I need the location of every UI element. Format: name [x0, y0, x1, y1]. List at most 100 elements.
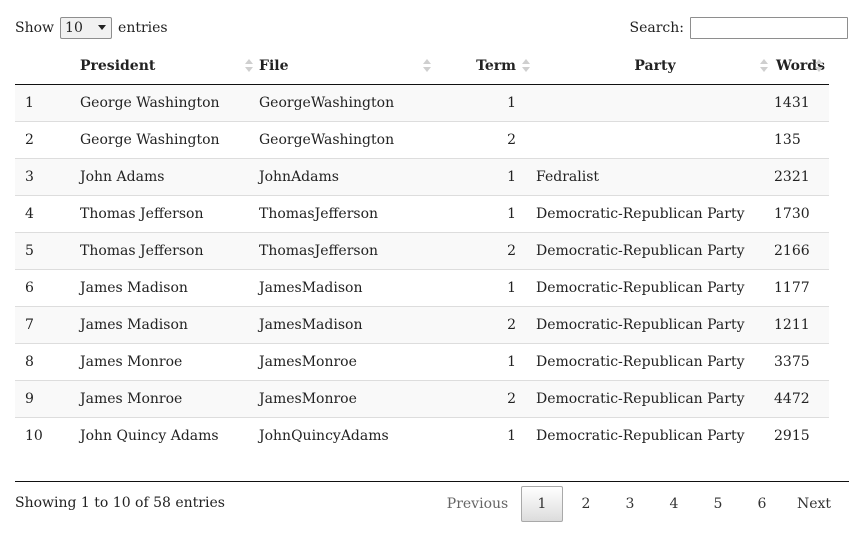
- cell-president: John Adams: [80, 158, 259, 196]
- cell-file: ThomasJefferson: [259, 232, 437, 270]
- cell-term: 1: [437, 158, 536, 196]
- cell-president: Thomas Jefferson: [80, 232, 259, 270]
- page-button-5[interactable]: 5: [713, 496, 723, 512]
- page-button-4[interactable]: 4: [669, 496, 679, 512]
- table-row: 8 James Monroe JamesMonroe 1 Democratic-…: [15, 343, 829, 381]
- column-header-party[interactable]: Party: [536, 48, 774, 85]
- cell-words: 3375: [774, 343, 829, 381]
- cell-term: 1: [507, 95, 516, 111]
- previous-page-button[interactable]: Previous: [446, 496, 509, 512]
- column-header-label: Term: [476, 58, 516, 74]
- data-table: President File Term Party Words: [15, 48, 829, 455]
- page-button-3[interactable]: 3: [625, 496, 635, 512]
- cell-file: JamesMadison: [259, 269, 437, 307]
- column-header-file[interactable]: File: [259, 48, 437, 85]
- search-input[interactable]: [690, 17, 848, 39]
- entries-label: entries: [118, 20, 168, 36]
- header-row: President File Term Party Words: [15, 48, 829, 85]
- cell-term: 1: [437, 417, 536, 455]
- chevron-down-icon: [98, 25, 107, 30]
- cell-party: Democratic-Republican Party: [536, 269, 774, 307]
- cell-term: 2: [437, 380, 536, 418]
- cell-party: Democratic-Republican Party: [536, 306, 774, 344]
- search-control: Search:: [629, 17, 848, 39]
- sort-both-icon: [522, 59, 530, 73]
- table-row: 6 James Madison JamesMadison 1 Democrati…: [15, 269, 829, 307]
- cell-words: 1730: [774, 195, 829, 233]
- cell-index: 1: [25, 95, 34, 111]
- cell-party: Democratic-Republican Party: [536, 343, 774, 381]
- cell-file: GeorgeWashington: [259, 121, 437, 159]
- cell-index: 2: [15, 121, 80, 159]
- cell-party: Democratic-Republican Party: [536, 380, 774, 418]
- table-row: 10 John Quincy Adams JohnQuincyAdams 1 D…: [15, 417, 829, 455]
- table-row: 3 John Adams JohnAdams 1 Fedralist 2321: [15, 158, 829, 196]
- table-row: 9 James Monroe JamesMonroe 2 Democratic-…: [15, 380, 829, 418]
- cell-words: 2166: [774, 232, 829, 270]
- cell-party: Democratic-Republican Party: [536, 417, 774, 455]
- cell-party: [536, 121, 774, 159]
- cell-file: JamesMonroe: [259, 343, 437, 381]
- cell-president: George Washington: [80, 95, 220, 111]
- cell-words: 2915: [774, 417, 829, 455]
- cell-file: GeorgeWashington: [259, 95, 395, 111]
- cell-index: 8: [15, 343, 80, 381]
- cell-file: JamesMonroe: [259, 380, 437, 418]
- cell-file: JamesMadison: [259, 306, 437, 344]
- cell-party: Democratic-Republican Party: [536, 195, 774, 233]
- cell-file: ThomasJefferson: [259, 195, 437, 233]
- cell-term: 2: [437, 232, 536, 270]
- cell-index: 6: [15, 269, 80, 307]
- sort-both-icon: [815, 59, 823, 73]
- cell-president: Thomas Jefferson: [80, 195, 259, 233]
- length-control: Show 10 entries: [15, 17, 168, 39]
- search-label: Search:: [629, 20, 685, 36]
- column-header-words[interactable]: Words: [774, 48, 829, 85]
- cell-term: 1: [437, 343, 536, 381]
- sort-both-icon: [760, 59, 768, 73]
- table-info: Showing 1 to 10 of 58 entries: [15, 495, 225, 511]
- cell-president: George Washington: [80, 121, 259, 159]
- sort-both-icon: [245, 59, 253, 73]
- table-row: 2 George Washington GeorgeWashington 2 1…: [15, 121, 829, 159]
- table-row: 1 George Washington GeorgeWashington 1 1…: [15, 84, 829, 122]
- cell-index: 5: [15, 232, 80, 270]
- page-button-2[interactable]: 2: [581, 496, 591, 512]
- column-header-index: [15, 48, 80, 85]
- cell-president: James Madison: [80, 306, 259, 344]
- cell-president: James Madison: [80, 269, 259, 307]
- cell-words: 1211: [774, 306, 829, 344]
- column-header-label: File: [259, 58, 289, 74]
- cell-words: 1177: [774, 269, 829, 307]
- cell-party: Fedralist: [536, 158, 774, 196]
- table-row: 5 Thomas Jefferson ThomasJefferson 2 Dem…: [15, 232, 829, 270]
- cell-index: 3: [15, 158, 80, 196]
- cell-index: 10: [15, 417, 80, 455]
- column-header-term[interactable]: Term: [437, 48, 536, 85]
- cell-words: 1431: [774, 95, 810, 111]
- cell-party: Democratic-Republican Party: [536, 232, 774, 270]
- cell-index: 9: [15, 380, 80, 418]
- cell-president: John Quincy Adams: [80, 417, 259, 455]
- cell-president: James Monroe: [80, 343, 259, 381]
- next-page-button[interactable]: Next: [796, 496, 832, 512]
- cell-term: 2: [437, 306, 536, 344]
- cell-party: [536, 85, 774, 122]
- cell-file: JohnQuincyAdams: [259, 417, 437, 455]
- column-header-label: Party: [634, 58, 676, 74]
- show-label: Show: [15, 20, 55, 36]
- cell-index: 4: [15, 195, 80, 233]
- cell-index: 7: [15, 306, 80, 344]
- column-header-label: Words: [776, 58, 825, 74]
- sort-both-icon: [423, 59, 431, 73]
- page-button-1[interactable]: 1: [521, 486, 563, 522]
- column-header-president[interactable]: President: [80, 48, 259, 85]
- entries-per-page-value: 10: [65, 20, 83, 36]
- cell-president: James Monroe: [80, 380, 259, 418]
- column-header-label: President: [80, 58, 156, 74]
- entries-per-page-select[interactable]: 10: [60, 17, 113, 39]
- cell-term: 2: [437, 121, 536, 159]
- page-button-6[interactable]: 6: [757, 496, 767, 512]
- cell-file: JohnAdams: [259, 158, 437, 196]
